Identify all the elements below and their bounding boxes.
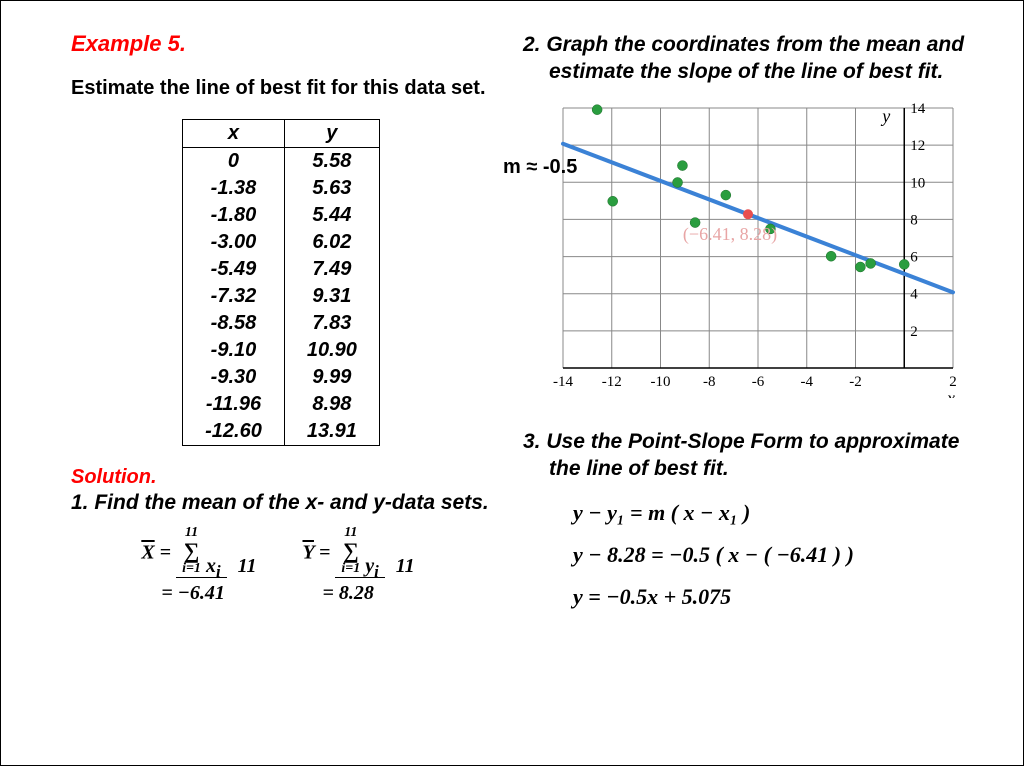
solution-label: Solution.	[71, 466, 491, 489]
table-row: -5.497.49	[183, 256, 380, 283]
mean-equations: X = 11∑i=1 xi 11 = −6.41 Y = 11∑i=1 yi 1…	[71, 526, 491, 605]
step2-text: 2. Graph the coordinates from the mean a…	[523, 31, 983, 86]
example-title: Example 5.	[71, 31, 491, 57]
svg-text:-10: -10	[651, 374, 671, 390]
col-y-header: y	[284, 120, 379, 148]
table-row: -1.805.44	[183, 202, 380, 229]
svg-text:y: y	[880, 106, 890, 126]
svg-text:-8: -8	[703, 374, 716, 390]
table-row: -3.006.02	[183, 229, 380, 256]
svg-text:(−6.41, 8.28): (−6.41, 8.28)	[683, 224, 777, 245]
svg-text:-12: -12	[602, 374, 622, 390]
scatter-chart: m ≈ -0.5 -14-12-10-8-6-4-222468101214xy(…	[553, 98, 983, 398]
slope-label: m ≈ -0.5	[503, 156, 577, 179]
svg-text:-4: -4	[801, 374, 814, 390]
table-row: -9.309.99	[183, 364, 380, 391]
table-row: -9.1010.90	[183, 337, 380, 364]
svg-text:14: 14	[910, 101, 926, 117]
table-row: -8.587.83	[183, 310, 380, 337]
svg-text:-2: -2	[849, 374, 862, 390]
data-table: x y 05.58-1.385.63-1.805.44-3.006.02-5.4…	[182, 119, 380, 446]
svg-text:6: 6	[910, 249, 918, 265]
table-row: 05.58	[183, 148, 380, 176]
svg-text:8: 8	[910, 212, 918, 228]
svg-text:12: 12	[910, 138, 925, 154]
table-row: -11.968.98	[183, 391, 380, 418]
svg-text:-6: -6	[752, 374, 765, 390]
table-row: -1.385.63	[183, 175, 380, 202]
table-row: -12.6013.91	[183, 418, 380, 446]
svg-text:2: 2	[910, 323, 918, 339]
point-slope-equations: y − y₁ = m ( x − x₁ ) y − 8.28 = −0.5 ( …	[523, 492, 983, 617]
svg-text:-14: -14	[553, 374, 573, 390]
svg-text:10: 10	[910, 175, 925, 191]
col-x-header: x	[183, 120, 285, 148]
svg-text:x: x	[946, 388, 955, 398]
step1-text: 1. Find the mean of the x- and y-data se…	[71, 489, 491, 516]
svg-text:4: 4	[910, 286, 918, 302]
step3-text: 3. Use the Point-Slope Form to approxima…	[523, 428, 983, 483]
table-row: -7.329.31	[183, 283, 380, 310]
prompt-text: Estimate the line of best fit for this d…	[71, 75, 491, 101]
